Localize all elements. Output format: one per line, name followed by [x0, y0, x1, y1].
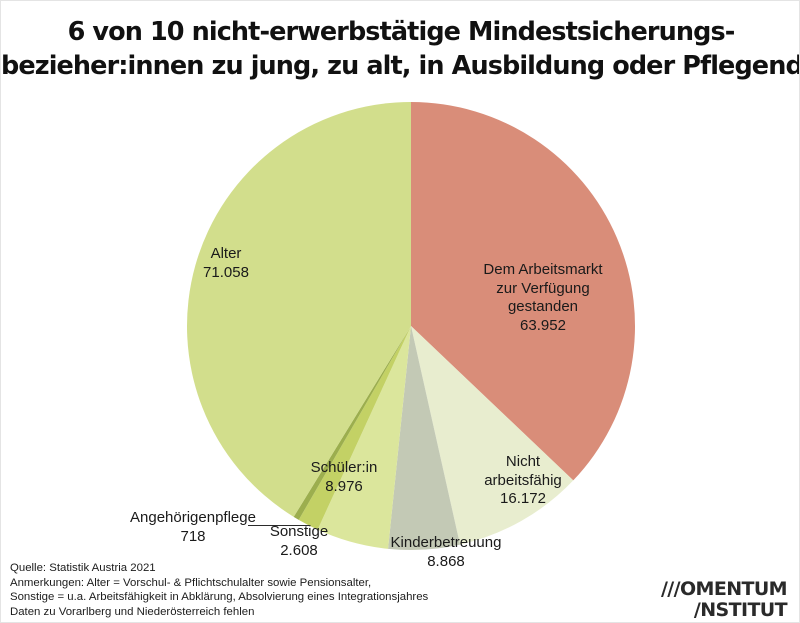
slice-label-nicht-arbeitsfaehig: Nicht arbeitsfähig 16.172 — [453, 453, 593, 509]
footer-note-3: Daten zu Vorarlberg und Niederösterreich… — [10, 605, 255, 618]
footer-notes: Quelle: Statistik Austria 2021 Anmerkung… — [10, 561, 570, 619]
slice-label-schueler: Schüler:in 8.976 — [269, 459, 419, 496]
slice-label-nicht-l1: Nicht — [505, 453, 541, 470]
slice-label-kinderbetreuung: Kinderbetreuung 8.868 — [346, 534, 546, 571]
slice-label-arbeitsmarkt: Dem Arbeitsmarkt zur Verfügung gestanden… — [448, 261, 638, 335]
angehoerigenpflege-leader-line — [248, 525, 309, 526]
logo-line-institut: /NSTITUT — [693, 599, 788, 621]
slice-value-sonstige: 2.608 — [280, 541, 318, 559]
footer-note-1: Anmerkungen: Alter = Vorschul- & Pflicht… — [10, 576, 372, 589]
slice-label-nicht-l2: arbeitsfähig — [484, 471, 562, 489]
slice-label-alter: Alter 71.058 — [151, 245, 301, 282]
slice-value-schueler: 8.976 — [325, 477, 363, 495]
chart-title-line-2: bezieher:innen zu jung, zu alt, in Ausbi… — [1, 51, 800, 81]
slice-label-alter-text: Alter — [210, 245, 242, 262]
slice-label-arbeitsmarkt-l3: gestanden — [507, 298, 579, 315]
slice-value-angeh: 718 — [180, 527, 206, 545]
pie-slice — [298, 326, 411, 530]
footer-source: Quelle: Statistik Austria 2021 — [10, 562, 156, 574]
slice-label-kinder-text: Kinderbetreuung — [390, 534, 502, 551]
pie-slice — [388, 326, 461, 550]
pie-slice — [187, 102, 411, 517]
slice-label-sonstige: Sonstige 2.608 — [229, 523, 369, 560]
chart-title-line-1: 6 von 10 nicht-erwerbstätige Mindestsich… — [67, 17, 736, 47]
slice-label-angeh-text: Angehörigenpflege — [130, 509, 256, 526]
pie-slice — [317, 326, 411, 549]
footer-note-2: Sonstige = u.a. Arbeitsfähigkeit in Abkl… — [10, 591, 429, 604]
slice-label-schueler-text: Schüler:in — [310, 459, 378, 476]
slice-value-kinder: 8.868 — [427, 552, 465, 570]
slice-label-arbeitsmarkt-l2: zur Verfügung — [496, 279, 590, 297]
slice-value-alter: 71.058 — [203, 263, 249, 281]
slice-label-sonstige-text: Sonstige — [269, 523, 329, 540]
logo-line-momentum: ///OMENTUM — [660, 578, 788, 600]
pie-slice — [411, 326, 574, 545]
slice-value-arbeitsmarkt: 63.952 — [520, 316, 566, 334]
slice-label-arbeitsmarkt-l1: Dem Arbeitsmarkt — [483, 261, 603, 278]
chart-title: 6 von 10 nicht-erwerbstätige Mindestsich… — [1, 15, 800, 83]
slice-label-angehoerigenpflege: Angehörigenpflege 718 — [93, 509, 293, 546]
slice-value-nicht: 16.172 — [500, 490, 546, 507]
momentum-institut-logo: ///OMENTUM /NSTITUT — [660, 578, 788, 621]
